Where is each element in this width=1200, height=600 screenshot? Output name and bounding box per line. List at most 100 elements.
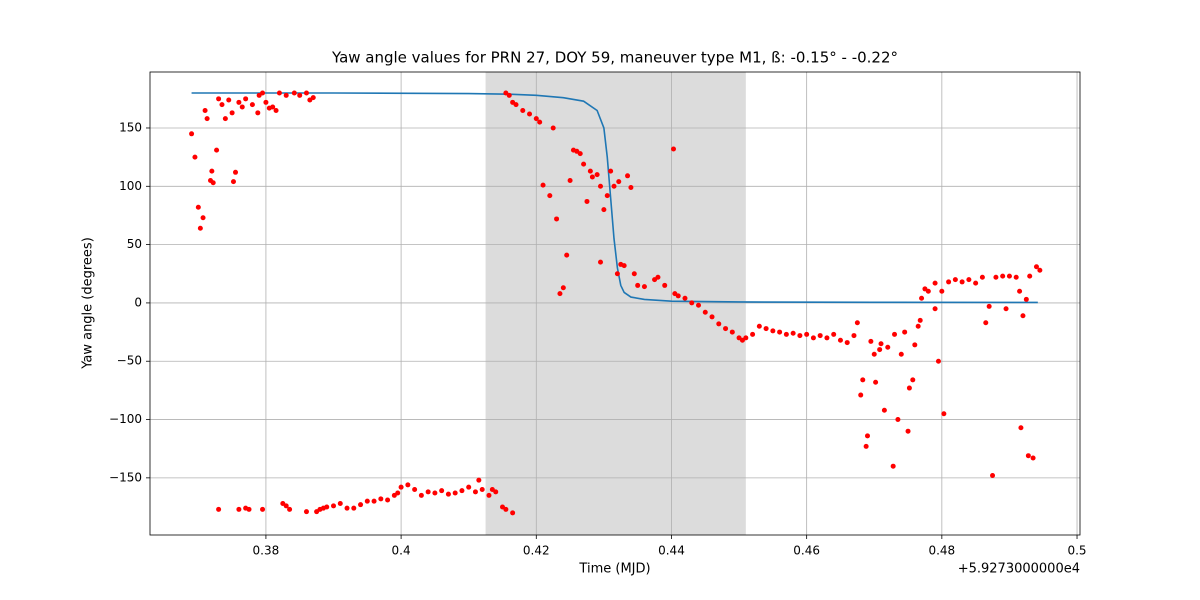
- data-point: [885, 344, 891, 350]
- data-point: [750, 331, 756, 337]
- data-point: [877, 347, 883, 353]
- data-point: [547, 193, 553, 199]
- data-point: [385, 497, 391, 503]
- data-point: [1017, 288, 1023, 294]
- data-point: [625, 173, 631, 179]
- data-point: [506, 92, 512, 98]
- data-point: [589, 174, 595, 180]
- data-point: [226, 97, 232, 103]
- data-point: [202, 107, 208, 113]
- data-point: [520, 107, 526, 113]
- data-point: [790, 330, 796, 336]
- data-point: [941, 411, 947, 417]
- data-point: [405, 482, 411, 488]
- data-point: [935, 358, 941, 364]
- data-point: [260, 506, 266, 512]
- y-tick-label: 0: [134, 295, 142, 309]
- x-tick-label: 0.38: [253, 544, 280, 558]
- data-point: [919, 295, 925, 301]
- data-point: [1037, 267, 1043, 273]
- data-point: [655, 274, 661, 280]
- data-point: [445, 491, 451, 497]
- data-point: [863, 443, 869, 449]
- data-point: [979, 274, 985, 280]
- data-point: [614, 271, 620, 277]
- data-point: [868, 338, 874, 344]
- data-point: [510, 510, 516, 516]
- data-point: [905, 428, 911, 434]
- data-point: [581, 161, 587, 167]
- data-point: [331, 503, 337, 509]
- data-point: [476, 477, 482, 483]
- data-point: [1003, 306, 1009, 312]
- data-point: [906, 385, 912, 391]
- data-point: [873, 379, 879, 385]
- data-point: [986, 303, 992, 309]
- data-point: [895, 417, 901, 423]
- x-axis-label: Time (MJD): [578, 562, 650, 577]
- x-tick-label: 0.44: [658, 544, 685, 558]
- data-point: [210, 180, 216, 186]
- data-point: [276, 90, 282, 96]
- data-point: [577, 151, 583, 157]
- data-point: [249, 102, 255, 108]
- data-point: [729, 329, 735, 335]
- data-point: [635, 282, 641, 288]
- data-point: [216, 506, 222, 512]
- data-point: [1013, 274, 1019, 280]
- data-point: [564, 252, 570, 258]
- data-point: [479, 487, 485, 493]
- data-point: [946, 279, 952, 285]
- data-point: [831, 331, 837, 337]
- data-point: [910, 377, 916, 383]
- data-point: [631, 271, 637, 277]
- data-point: [817, 333, 823, 339]
- data-point: [689, 300, 695, 306]
- data-point: [554, 216, 560, 222]
- data-point: [219, 102, 225, 108]
- data-point: [1023, 296, 1029, 302]
- data-point: [567, 177, 573, 183]
- data-point: [892, 331, 898, 337]
- data-point: [611, 183, 617, 189]
- data-point: [584, 198, 590, 204]
- data-point: [418, 492, 424, 498]
- data-point: [925, 288, 931, 294]
- y-tick-label: 150: [119, 120, 142, 134]
- model-line: [191, 92, 1038, 304]
- data-point: [291, 90, 297, 96]
- data-point: [378, 496, 384, 502]
- data-point: [550, 125, 556, 131]
- x-tick-label: 0.4: [392, 544, 411, 558]
- data-point: [993, 274, 999, 280]
- data-point: [398, 484, 404, 490]
- shaded-span: [485, 72, 746, 535]
- data-point: [236, 99, 242, 105]
- data-point: [608, 168, 614, 174]
- data-point: [364, 498, 370, 504]
- data-point: [200, 215, 206, 221]
- data-point: [351, 505, 357, 511]
- data-point: [1000, 273, 1006, 279]
- data-point: [837, 337, 843, 343]
- data-point: [1020, 313, 1026, 319]
- data-point: [1033, 264, 1039, 270]
- data-point: [239, 104, 245, 110]
- data-point: [890, 463, 896, 469]
- data-point: [229, 110, 235, 116]
- x-tick-label: 0.46: [793, 544, 820, 558]
- data-point: [881, 407, 887, 413]
- data-point: [621, 263, 627, 269]
- data-point: [337, 501, 343, 507]
- data-point: [503, 506, 509, 512]
- data-point: [209, 168, 215, 174]
- data-point: [297, 92, 303, 98]
- data-point: [598, 259, 604, 265]
- data-point: [283, 503, 289, 509]
- data-point: [932, 306, 938, 312]
- data-point: [214, 147, 220, 153]
- data-point: [432, 490, 438, 496]
- data-point: [395, 490, 401, 496]
- data-point: [358, 502, 364, 508]
- data-point: [804, 331, 810, 337]
